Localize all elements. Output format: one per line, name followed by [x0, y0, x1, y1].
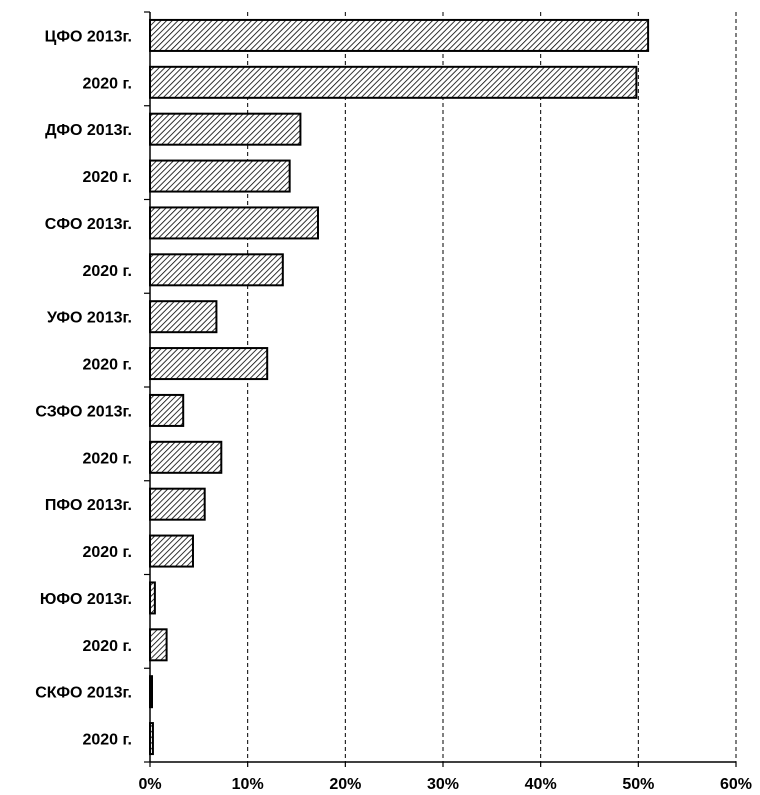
bar-4	[149, 206, 319, 240]
category-label: 2020 г.	[82, 169, 132, 186]
category-label: 2020 г.	[82, 638, 132, 655]
bar-7	[149, 347, 269, 381]
axes	[144, 11, 737, 767]
bar-11	[149, 534, 194, 568]
category-label: СЗФО 2013г.	[35, 403, 132, 420]
category-label: СФО 2013г.	[45, 216, 132, 233]
category-label: ПФО 2013г.	[45, 497, 132, 514]
category-label: УФО 2013г.	[47, 310, 132, 327]
category-label: СКФО 2013г.	[35, 685, 132, 702]
x-tick-label: 30%	[427, 776, 459, 793]
bar-0	[149, 18, 650, 52]
bar-8	[149, 393, 185, 427]
x-tick-label: 40%	[525, 776, 557, 793]
category-label: 2020 г.	[82, 357, 132, 374]
x-tick-label: 20%	[329, 776, 361, 793]
x-tick-label: 10%	[232, 776, 264, 793]
category-label: ЮФО 2013г.	[40, 591, 132, 608]
category-label: 2020 г.	[82, 75, 132, 92]
category-label: ДФО 2013г.	[45, 122, 132, 139]
category-label: 2020 г.	[82, 263, 132, 280]
x-tick-labels: 0% 10% 20% 30% 40% 50% 60%	[138, 776, 752, 793]
x-tick-label: 60%	[720, 776, 752, 793]
bars	[149, 18, 650, 756]
bar-9	[149, 440, 223, 474]
bar-5	[149, 253, 284, 287]
category-label: 2020 г.	[82, 450, 132, 467]
bar-6	[149, 300, 218, 334]
gridlines	[247, 12, 737, 762]
bar-13	[149, 628, 168, 662]
bar-10	[149, 487, 206, 521]
bar-1	[149, 65, 638, 99]
x-tick-label: 50%	[622, 776, 654, 793]
x-tick-label: 0%	[138, 776, 161, 793]
category-label: 2020 г.	[82, 544, 132, 561]
category-label: ЦФО 2013г.	[45, 28, 132, 45]
category-labels: ЦФО 2013г. 2020 г. ДФО 2013г. 2020 г. СФО 20…	[35, 28, 132, 748]
category-label: 2020 г.	[82, 732, 132, 749]
bar-2	[149, 112, 302, 146]
bar-3	[149, 159, 291, 193]
